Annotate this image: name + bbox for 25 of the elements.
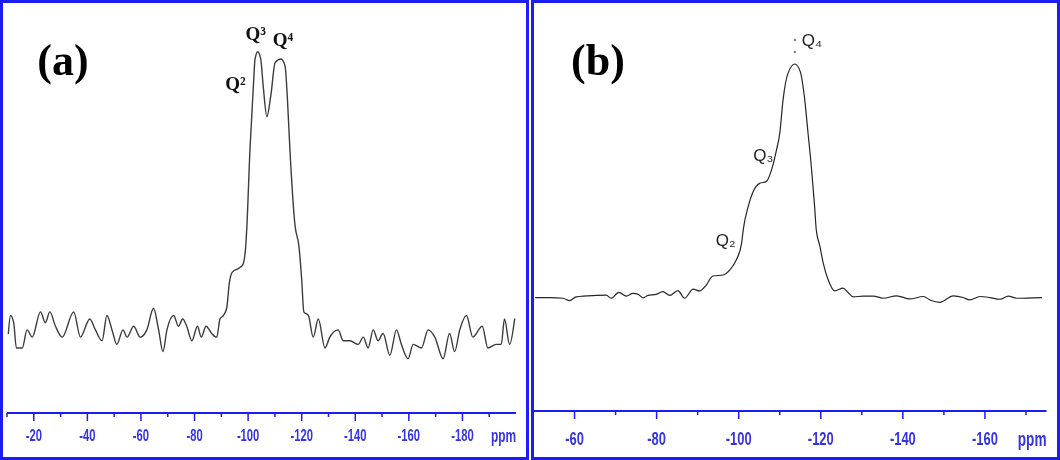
annotation: Q⁴ xyxy=(272,28,294,50)
annotation: Q³ xyxy=(245,22,267,44)
x-axis-title: ppm xyxy=(490,425,516,446)
annotation: Q₄ xyxy=(801,30,823,50)
x-tick-label: -120 xyxy=(290,425,313,445)
x-tick-label: -20 xyxy=(25,425,42,445)
x-tick-label: -100 xyxy=(725,427,752,449)
x-tick-label: -100 xyxy=(236,425,260,445)
x-tick-label: -160 xyxy=(972,427,998,449)
x-tick-label: -60 xyxy=(132,425,150,445)
chart-title: (b) xyxy=(571,36,625,85)
x-tick-label: -180 xyxy=(451,425,474,445)
x-tick-label: -80 xyxy=(647,427,666,449)
x-tick-label: -140 xyxy=(889,427,916,449)
x-tick-label: -140 xyxy=(344,425,367,445)
x-tick-label: -40 xyxy=(79,425,96,445)
x-tick-label: -80 xyxy=(186,425,203,445)
x-tick-label: -120 xyxy=(807,427,834,449)
x-tick-label: -160 xyxy=(397,425,421,445)
x-tick-label: -60 xyxy=(565,427,584,449)
x-axis-title: ppm xyxy=(1017,428,1047,451)
chart-title: (a) xyxy=(37,36,89,85)
annotation: Q₃ xyxy=(753,145,774,165)
annotation: Q² xyxy=(225,72,246,94)
annotation: Q₂ xyxy=(715,230,736,250)
